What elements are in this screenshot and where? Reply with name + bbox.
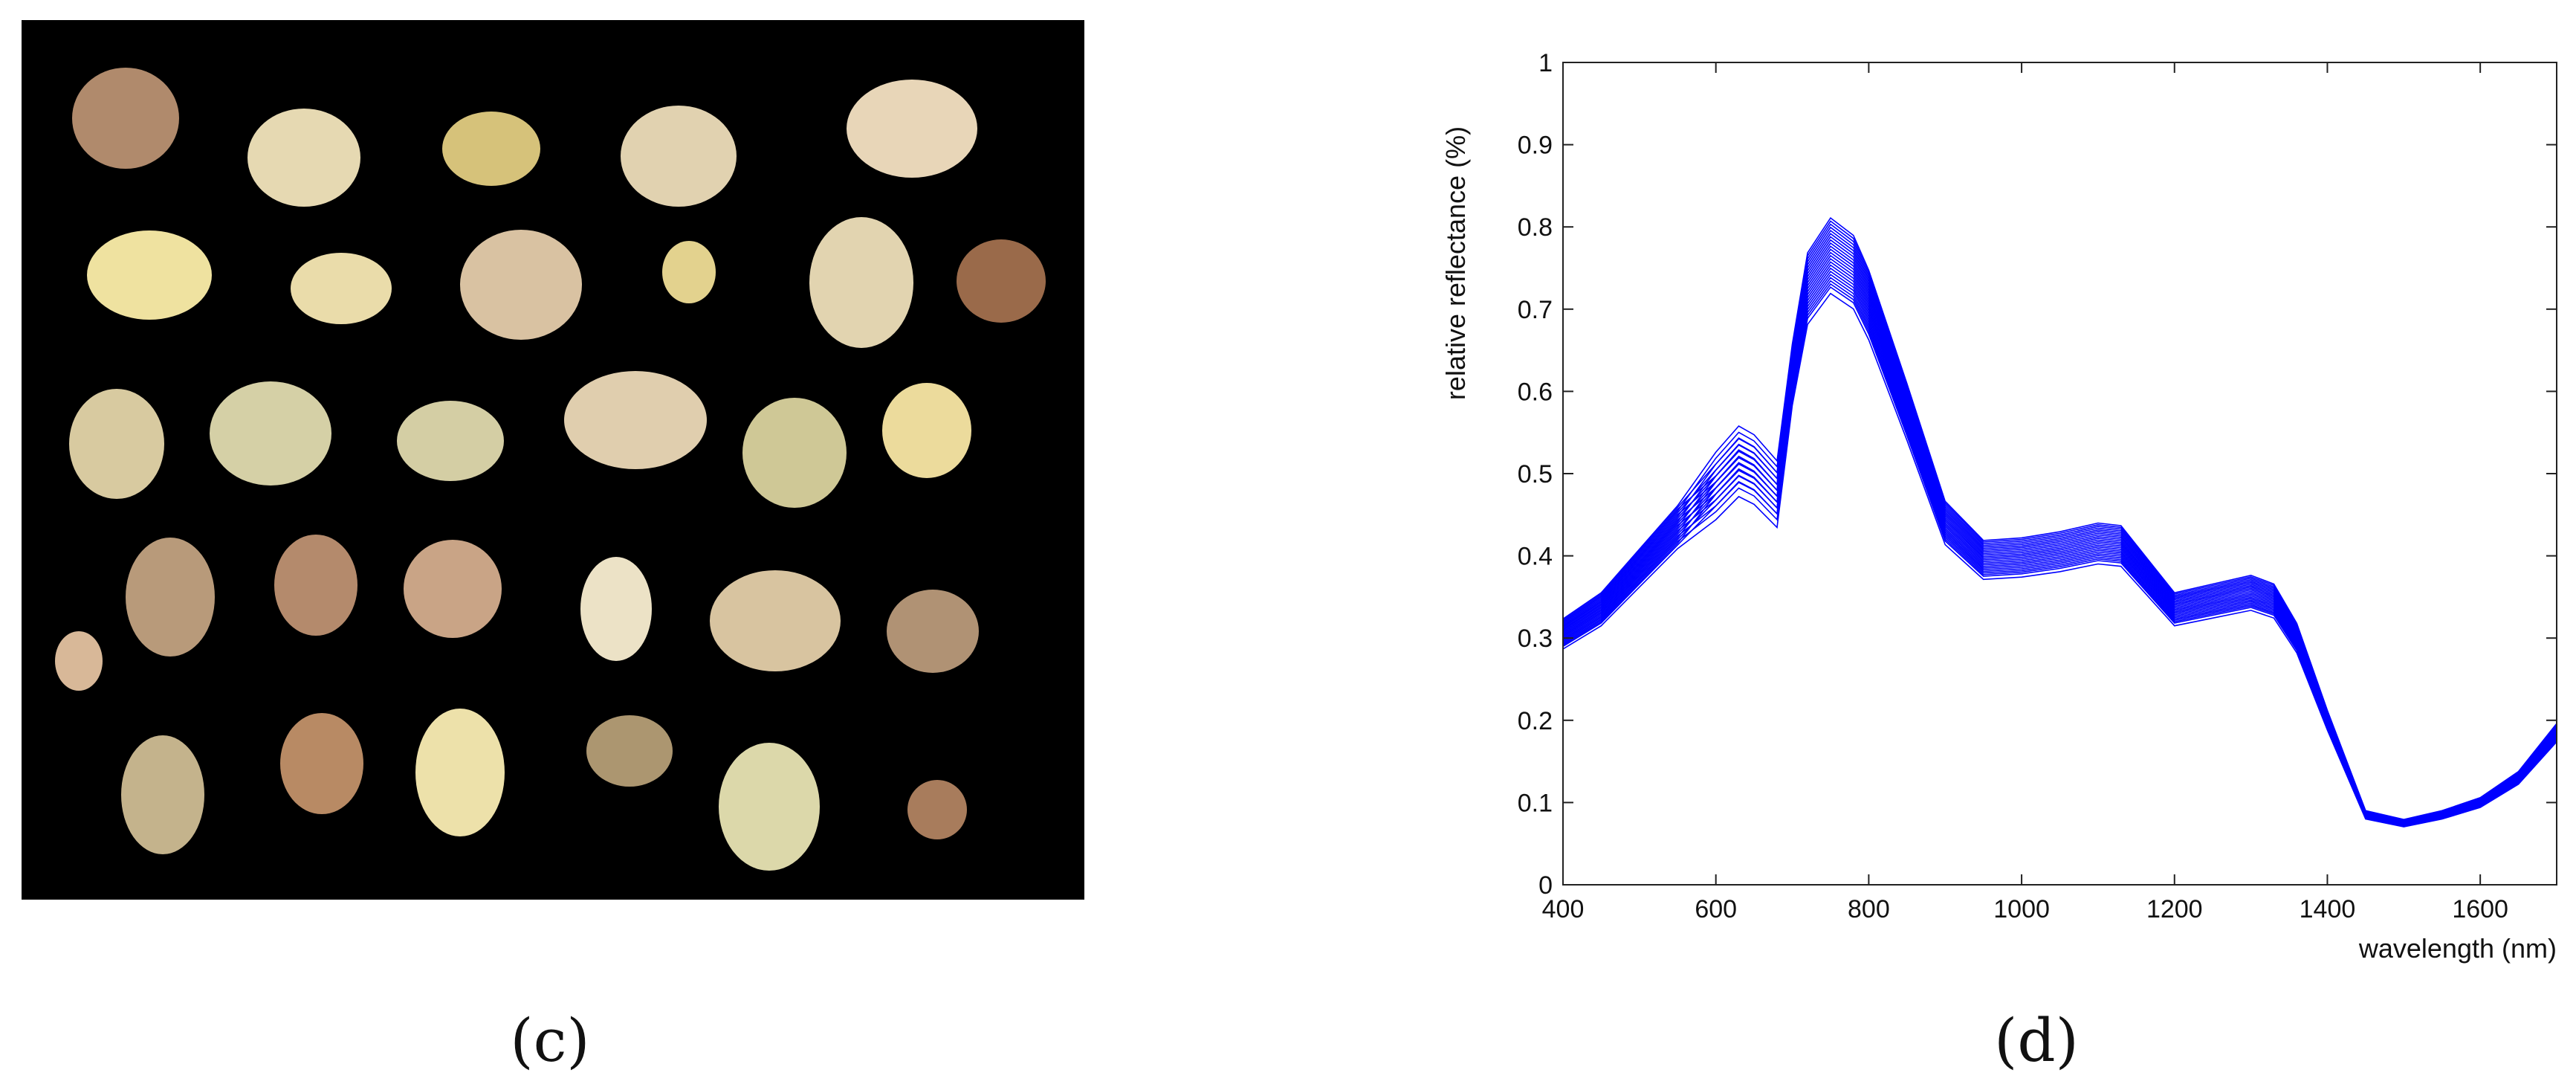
spectrum-line: [1562, 254, 2557, 824]
seed: [274, 535, 357, 636]
y-tick-label: 0.5: [1518, 460, 1553, 488]
panel-label-d: (d): [1994, 1006, 2079, 1075]
x-tick-label: 800: [1848, 895, 1890, 923]
seed: [69, 389, 164, 499]
y-axis-ticks: 0 0.1 0.2 0.3 0.4 0.5 0.6 0.7 0.8 0.9 1: [1518, 49, 2557, 900]
seed: [882, 383, 971, 478]
seed: [210, 381, 331, 486]
y-tick-label: 0.6: [1518, 378, 1553, 406]
y-tick-label: 1: [1538, 49, 1553, 77]
x-tick-label: 1400: [2300, 895, 2356, 923]
spectrum-line: [1562, 229, 2557, 822]
seed: [580, 557, 652, 661]
spectrum-line: [1562, 236, 2557, 822]
seed: [847, 80, 977, 178]
x-tick-label: 1600: [2452, 895, 2508, 923]
seed: [907, 780, 967, 839]
seed: [621, 106, 737, 207]
seed: [55, 631, 103, 691]
seed: [280, 713, 363, 814]
y-tick-label: 0.4: [1518, 543, 1553, 571]
spectrum-line: [1562, 245, 2557, 823]
spectrum-line: [1562, 248, 2557, 824]
seed: [564, 371, 707, 469]
x-tick-label: 1000: [1993, 895, 2050, 923]
x-tick-label: 1200: [2146, 895, 2203, 923]
x-axis-ticks: 400 600 800 1000 1200 1400 1600: [1542, 62, 2508, 923]
seed: [586, 715, 673, 787]
seed: [719, 743, 820, 871]
spectrum-line: [1562, 251, 2557, 824]
seed: [742, 398, 847, 508]
seed: [809, 217, 913, 348]
seed: [291, 253, 392, 324]
x-tick-label: 600: [1695, 895, 1737, 923]
y-tick-label: 0.8: [1518, 213, 1553, 242]
seed: [247, 109, 360, 207]
panel-label-c: (c): [510, 1006, 590, 1075]
y-tick-label: 0.3: [1518, 625, 1553, 653]
x-tick-label: 400: [1542, 895, 1585, 923]
seed: [404, 540, 502, 638]
seed: [72, 68, 179, 169]
seed: [460, 230, 582, 340]
seed: [957, 239, 1046, 323]
seed: [126, 538, 215, 657]
spectra-lines: [1562, 216, 2557, 828]
y-tick-label: 0.1: [1518, 789, 1553, 817]
spectrum-line: [1562, 220, 2557, 821]
seed: [887, 590, 979, 673]
x-axis-label: wavelength (nm): [2358, 933, 2557, 964]
reflectance-chart: 400 600 800 1000 1200 1400 1600 0 0.1 0.2 0.3 0.4 0…: [1412, 30, 2576, 981]
seed: [121, 735, 204, 854]
seed: [397, 401, 504, 481]
spectrum-line: [1562, 233, 2557, 822]
reflectance-chart-svg: 400 600 800 1000 1200 1400 1600 00.10.20.30.40…: [1440, 49, 2557, 964]
spectrum-line: [1562, 242, 2557, 823]
seed: [710, 570, 841, 671]
spectrum-line: [1562, 216, 2557, 820]
seed: [415, 709, 505, 836]
seed-photograph: [22, 20, 1084, 900]
spectrum-line: [1562, 226, 2557, 822]
y-tick-label: 0.7: [1518, 296, 1553, 324]
seed: [662, 241, 716, 303]
seed: [87, 230, 212, 320]
y-axis-label: relative reflectance (%): [1440, 126, 1471, 400]
y-tick-label: 0.2: [1518, 707, 1553, 735]
seed: [442, 112, 540, 186]
spectrum-line: [1562, 239, 2557, 822]
y-tick-label: 0.9: [1518, 132, 1553, 160]
y-tick-label: 0: [1538, 871, 1553, 900]
